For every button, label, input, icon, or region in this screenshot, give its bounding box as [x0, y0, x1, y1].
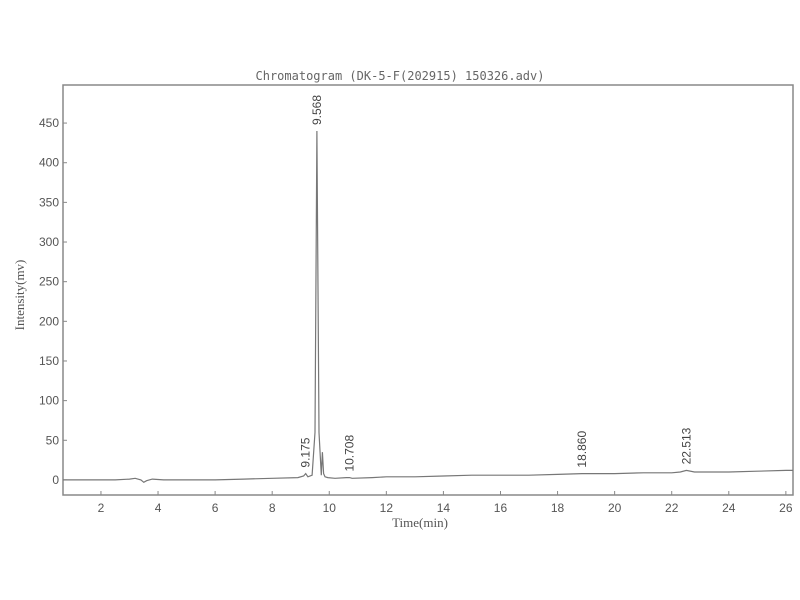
x-tick-label: 16 — [494, 501, 508, 515]
y-tick-label: 350 — [39, 195, 59, 209]
peak-label: 22.513 — [679, 427, 693, 464]
chromatogram-trace — [63, 130, 793, 484]
x-tick-label: 4 — [155, 501, 162, 515]
y-tick-label: 300 — [39, 235, 59, 249]
y-tick-label: 200 — [39, 314, 59, 328]
peak-label: 10.708 — [342, 435, 356, 472]
plot-frame — [62, 84, 794, 496]
y-axis-label: Intensity(mv) — [12, 260, 27, 331]
x-tick-label: 10 — [323, 501, 337, 515]
y-tick-label: 0 — [52, 473, 59, 487]
x-tick-label: 18 — [551, 501, 565, 515]
y-tick-label: 250 — [39, 275, 59, 289]
y-tick-label: 150 — [39, 354, 59, 368]
y-tick-label: 50 — [46, 433, 60, 447]
y-tick-label: 100 — [39, 394, 59, 408]
x-tick-label: 6 — [212, 501, 219, 515]
peak-label: 9.175 — [299, 437, 313, 467]
peak-label: 9.568 — [310, 95, 324, 125]
x-tick-label: 26 — [779, 501, 793, 515]
x-tick-label: 8 — [269, 501, 276, 515]
x-tick-label: 20 — [608, 501, 622, 515]
x-tick-label: 24 — [722, 501, 736, 515]
chart-title: Chromatogram (DK-5-F(202915) 150326.adv) — [256, 69, 545, 83]
x-tick-label: 12 — [380, 501, 394, 515]
y-tick-label: 400 — [39, 156, 59, 170]
peak-label: 18.860 — [575, 431, 589, 468]
x-tick-label: 14 — [437, 501, 451, 515]
y-tick-label: 450 — [39, 116, 59, 130]
x-tick-label: 2 — [98, 501, 105, 515]
x-tick-label: 22 — [665, 501, 679, 515]
x-axis-label: Time(min) — [392, 515, 448, 530]
